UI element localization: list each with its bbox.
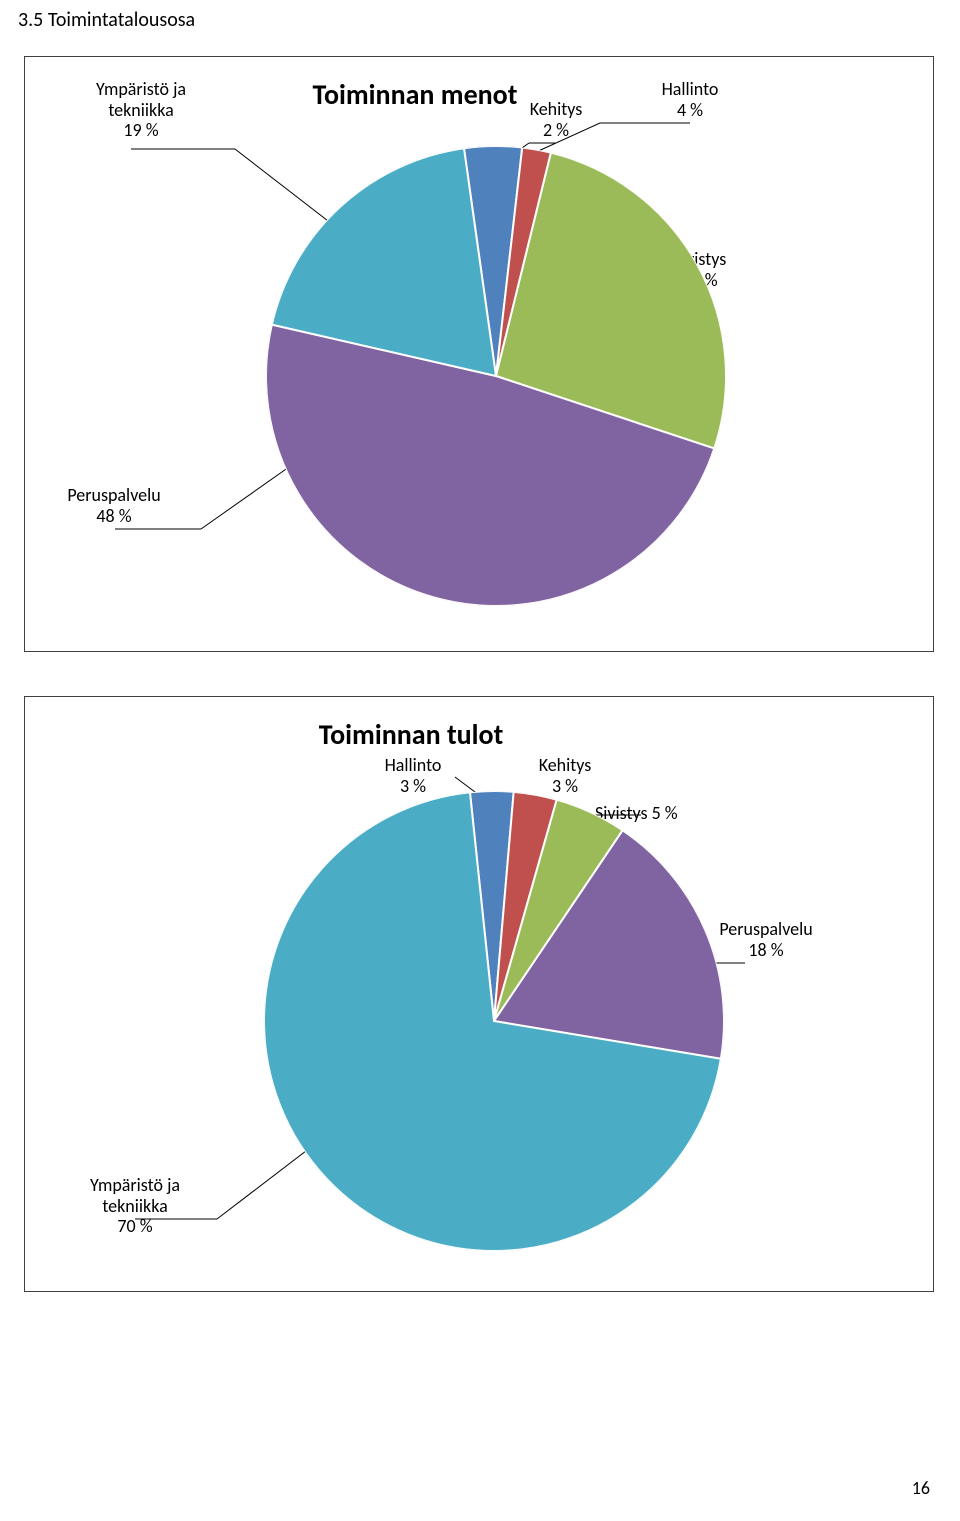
menot-label-peruspalvelu: Peruspalvelu48 % bbox=[39, 485, 189, 526]
chart-menot-pie bbox=[266, 146, 726, 606]
chart-tulot-pie bbox=[264, 791, 724, 1251]
chart-tulot-title: Toiminnan tulot bbox=[281, 719, 541, 751]
page-number: 16 bbox=[912, 1477, 930, 1499]
chart-menot-box: Toiminnan menot Ympäristö jatekniikka19 … bbox=[24, 56, 934, 652]
menot-label-kehitys: Kehitys2 % bbox=[511, 99, 601, 140]
section-title: 3.5 Toimintatalousosa bbox=[18, 8, 195, 32]
chart-tulot-box: Toiminnan tulot Hallinto3 % Kehitys3 % S… bbox=[24, 696, 934, 1292]
page: 3.5 Toimintatalousosa Toiminnan menot Ym… bbox=[0, 0, 960, 1521]
tulot-label-ymparisto: Ympäristö jatekniikka70 % bbox=[55, 1175, 215, 1237]
menot-label-hallinto: Hallinto4 % bbox=[635, 79, 745, 120]
menot-label-ymparisto: Ympäristö jatekniikka19 % bbox=[61, 79, 221, 141]
